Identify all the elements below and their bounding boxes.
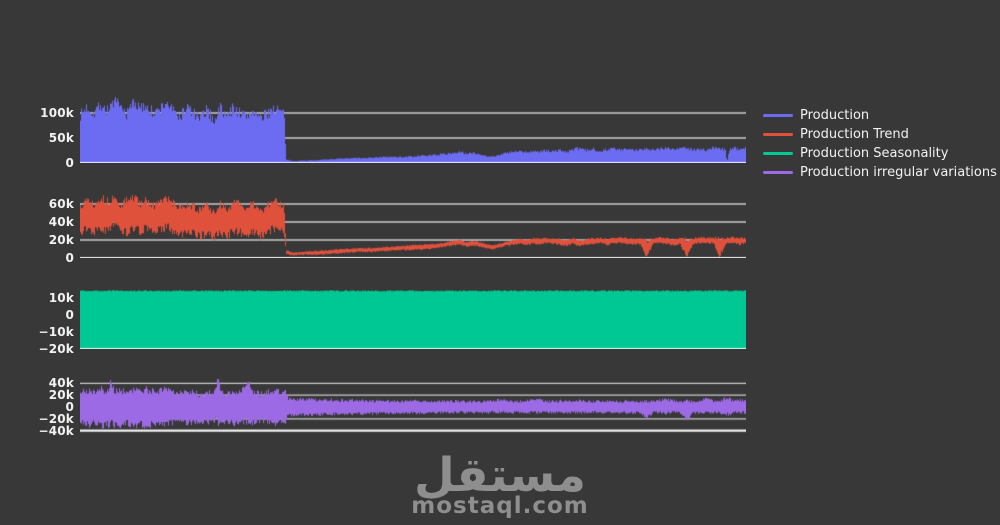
legend: Production Production Trend Production S… bbox=[763, 106, 997, 182]
production-trend-plot bbox=[80, 195, 746, 258]
legend-item-label: Production irregular variations bbox=[800, 165, 997, 180]
legend-item-label: Production bbox=[800, 108, 870, 123]
y-tick-label: 0 bbox=[65, 308, 74, 323]
production-irregular-variations-plot bbox=[80, 378, 746, 436]
legend-item-label: Production Trend bbox=[800, 127, 909, 142]
y-tick-label: 0 bbox=[65, 251, 74, 265]
y-tick-label: −40k bbox=[38, 423, 74, 438]
y-tick-label: −10k bbox=[38, 325, 74, 340]
legend-line-icon bbox=[763, 152, 793, 155]
y-tick-label: −20k bbox=[38, 411, 74, 426]
production-seasonality-series-canvas bbox=[80, 290, 746, 349]
y-tick-label: 40k bbox=[48, 376, 74, 391]
production-series-canvas bbox=[80, 97, 746, 163]
y-tick-label: 60k bbox=[48, 197, 74, 211]
y-tick-label: −20k bbox=[38, 342, 74, 356]
production-irregular-variations-series-canvas bbox=[80, 378, 746, 436]
y-tick-label: 10k bbox=[48, 291, 74, 306]
legend-line-icon bbox=[763, 114, 793, 117]
legend-item-production: Production bbox=[763, 106, 997, 125]
legend-line-icon bbox=[763, 133, 793, 136]
y-tick-label: 0 bbox=[65, 156, 74, 170]
mostaql-domain-text: mostaql.com bbox=[411, 493, 589, 519]
legend-item-production-seasonality: Production Seasonality bbox=[763, 144, 997, 163]
production-seasonality-plot bbox=[80, 290, 746, 349]
y-tick-label: 20k bbox=[48, 233, 74, 247]
y-tick-label: 40k bbox=[48, 215, 74, 229]
production-trend-series-canvas bbox=[80, 195, 746, 258]
legend-item-label: Production Seasonality bbox=[800, 146, 949, 161]
y-tick-label: 100k bbox=[40, 106, 74, 120]
legend-line-icon bbox=[763, 171, 793, 174]
watermark: مستقل mostaql.com bbox=[0, 452, 1000, 518]
legend-item-production-irregular-variations: Production irregular variations bbox=[763, 163, 997, 182]
y-tick-label: 0 bbox=[65, 400, 74, 414]
y-tick-label: 50k bbox=[48, 131, 74, 145]
y-tick-label: 20k bbox=[48, 388, 74, 403]
mostaql-logo: مستقل bbox=[414, 448, 586, 503]
legend-item-production-trend: Production Trend bbox=[763, 125, 997, 144]
production-plot bbox=[80, 97, 746, 163]
